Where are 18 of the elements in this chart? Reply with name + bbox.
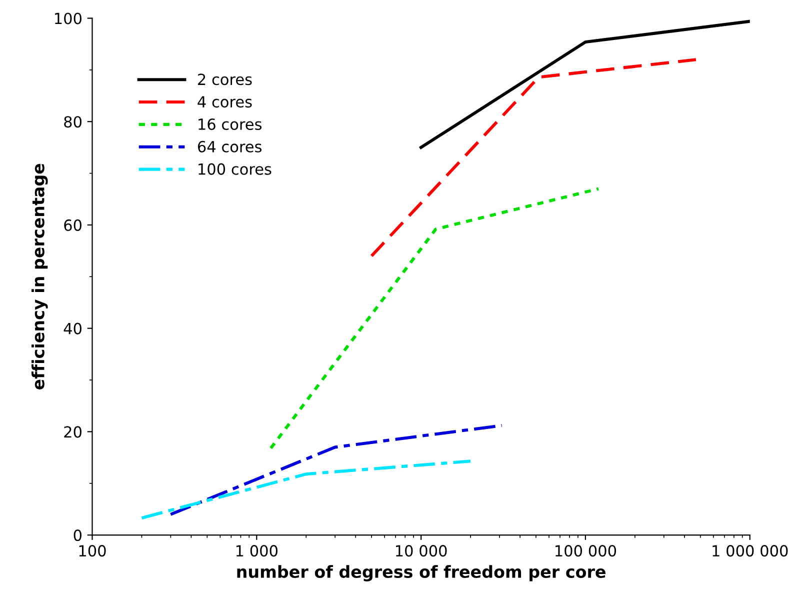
y-tick-label: 100 xyxy=(55,12,82,24)
y-tick-label: 60 xyxy=(64,219,82,231)
y-tick-label: 80 xyxy=(64,116,82,128)
y-tick-label: 40 xyxy=(64,322,82,334)
x-tick-label: 1 000 xyxy=(236,545,278,557)
legend-label: 16 cores xyxy=(198,118,262,130)
y-tick-label: 0 xyxy=(74,530,82,542)
x-tick-label: 1 000 000 xyxy=(712,545,788,557)
y-axis-title: efficiency in percentage xyxy=(32,164,48,390)
x-tick-label: 100 xyxy=(79,545,106,557)
legend-label: 64 cores xyxy=(198,140,262,152)
x-tick-label: 100 000 xyxy=(556,545,616,557)
legend-label: 2 cores xyxy=(198,74,252,86)
x-axis-title: number of degress of freedom per core xyxy=(237,565,606,582)
y-tick-label: 20 xyxy=(64,426,82,438)
x-tick-label: 10 000 xyxy=(396,545,447,557)
legend-label: 4 cores xyxy=(198,96,252,108)
legend-label: 100 cores xyxy=(198,163,272,175)
